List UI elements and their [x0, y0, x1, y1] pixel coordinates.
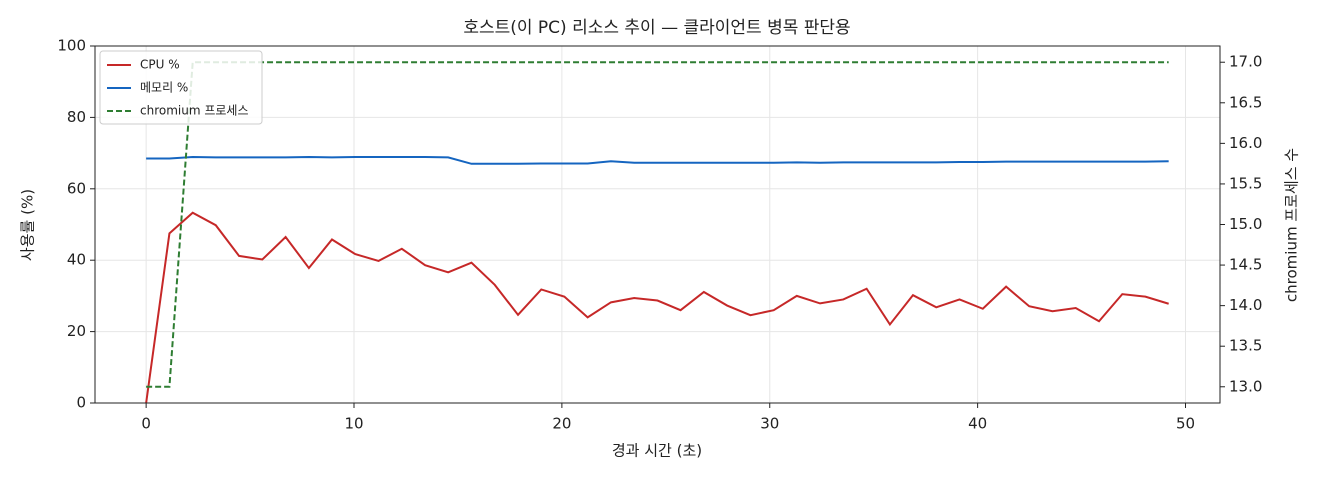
- y-tick-label: 80: [67, 108, 86, 126]
- y-tick-label: 100: [57, 37, 86, 55]
- y2-tick-label: 13.0: [1229, 377, 1262, 395]
- y-tick-label: 20: [67, 322, 86, 340]
- y-tick-label: 40: [67, 251, 86, 269]
- y2-tick-label: 14.5: [1229, 256, 1262, 274]
- plot-frame: [94, 45, 1221, 404]
- x-tick-label: 0: [141, 415, 151, 433]
- legend-label: 메모리 %: [140, 81, 188, 95]
- chart-title: 호스트(이 PC) 리소스 추이 — 클라이언트 병목 판단용: [463, 18, 850, 38]
- legend-box: [99, 50, 263, 125]
- y2-tick-label: 16.0: [1229, 134, 1262, 152]
- x-axis-label: 경과 시간 (초): [612, 442, 702, 460]
- y-axis-label: 사용률 (%): [19, 189, 37, 261]
- y2-axis-label: chromium 프로세스 수: [1283, 148, 1301, 302]
- y2-tick-label: 15.5: [1229, 174, 1262, 192]
- legend-label: CPU %: [140, 58, 180, 72]
- x-tick-label: 30: [760, 415, 779, 433]
- y2-tick-label: 15.0: [1229, 215, 1262, 233]
- series-line: [146, 156, 1169, 165]
- y2-tick-label: 17.0: [1229, 53, 1262, 71]
- legend-label: chromium 프로세스: [140, 104, 249, 118]
- series-line: [146, 61, 1169, 388]
- y2-tick-label: 14.0: [1229, 296, 1262, 314]
- x-tick-label: 50: [1176, 415, 1195, 433]
- x-tick-label: 20: [552, 415, 571, 433]
- series-line: [145, 211, 1169, 404]
- y-tick-label: 0: [76, 394, 86, 412]
- x-tick-label: 10: [344, 415, 363, 433]
- x-tick-label: 40: [968, 415, 987, 433]
- y-tick-label: 60: [67, 179, 86, 197]
- y2-tick-label: 16.5: [1229, 93, 1262, 111]
- y2-tick-label: 13.5: [1229, 337, 1262, 355]
- legend: CPU % 메모리 % chromium 프로세스: [99, 50, 263, 125]
